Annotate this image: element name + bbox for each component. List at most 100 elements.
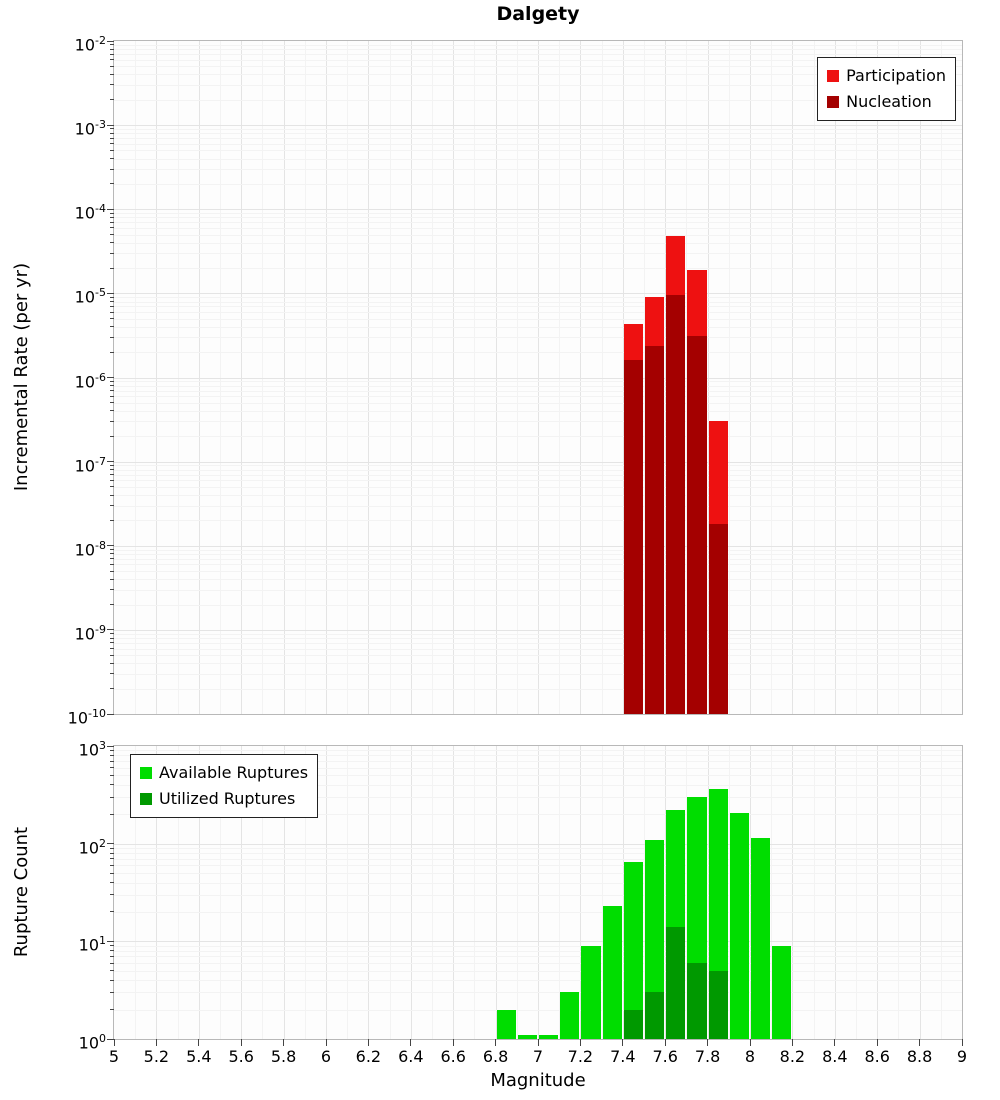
gridline-v: [898, 746, 900, 1039]
x-tick-label: 8: [744, 1047, 756, 1066]
gridline-v: [538, 746, 539, 1039]
y-tick-label: 102: [78, 836, 106, 857]
gridline-h-minor: [114, 495, 962, 497]
gridline-h-minor: [114, 318, 962, 320]
y-minor-tick: [110, 774, 114, 776]
x-tick-label: 6.2: [355, 1047, 382, 1066]
gridline-h-minor: [114, 158, 962, 160]
legend-label-participation: Participation: [846, 66, 946, 85]
gridline-v: [707, 746, 709, 1039]
available-ruptures-bar: [517, 1035, 537, 1039]
gridline-h-minor: [114, 326, 962, 328]
y-tick-label: 10-10: [67, 707, 106, 728]
utilized-ruptures-bar: [687, 963, 707, 1039]
y-minor-tick: [110, 143, 114, 145]
gridline-h-minor: [114, 604, 962, 606]
gridline-h-minor: [114, 648, 962, 650]
utilized-ruptures-bar: [645, 992, 665, 1039]
y-tick-label: 100: [78, 1032, 106, 1053]
gridline-h-minor: [114, 970, 962, 972]
y-minor-tick: [110, 642, 114, 644]
gridline-h-minor: [114, 1009, 962, 1011]
y-minor-tick: [110, 216, 114, 218]
gridline-v: [750, 746, 751, 1039]
y-major-tick: [107, 461, 114, 463]
count-y-axis-label: Rupture Count: [11, 826, 32, 958]
nucleation-bar: [623, 360, 643, 714]
available-ruptures-bar: [623, 861, 643, 1039]
gridline-h-minor: [114, 253, 962, 255]
x-tick-label: 7.4: [610, 1047, 636, 1066]
y-minor-tick: [110, 301, 114, 303]
gridline-h-minor: [114, 227, 962, 229]
gridline-v: [940, 746, 942, 1039]
y-minor-tick: [110, 749, 114, 751]
y-minor-tick: [110, 847, 114, 849]
available-ruptures-bar: [560, 992, 580, 1039]
gridline-v: [241, 746, 243, 1039]
count-legend: Available Ruptures Utilized Ruptures: [130, 754, 319, 818]
gridline-v: [453, 746, 455, 1039]
y-minor-tick: [110, 882, 114, 884]
gridline-h-minor: [114, 217, 962, 219]
y-minor-tick: [110, 296, 114, 298]
gridline-v: [834, 746, 836, 1039]
nucleation-swatch-icon: [827, 96, 840, 108]
x-tick-label: 6: [320, 1047, 332, 1066]
y-minor-tick: [110, 221, 114, 223]
gridline-v: [516, 746, 518, 1039]
gridline-v: [665, 746, 667, 1039]
gridline-v: [389, 746, 391, 1039]
y-minor-tick: [110, 1009, 114, 1011]
y-minor-tick: [110, 469, 114, 471]
gridline-v: [495, 746, 497, 1039]
x-axis-label: Magnitude: [490, 1070, 586, 1091]
gridline-h-minor: [114, 638, 962, 640]
gridline-h-minor: [114, 775, 962, 777]
gridline-h-minor: [114, 571, 962, 573]
x-tick-label: 6.8: [482, 1047, 509, 1066]
y-minor-tick: [110, 654, 114, 656]
gridline-h-minor: [114, 549, 962, 551]
y-minor-tick: [110, 872, 114, 874]
y-tick-label: 10-5: [74, 286, 106, 307]
chart-title: Dalgety: [496, 3, 580, 25]
x-tick: [452, 1039, 454, 1046]
y-minor-tick: [110, 158, 114, 160]
x-tick-label: 7.2: [567, 1047, 594, 1066]
y-tick-label: 10-8: [74, 538, 106, 560]
gridline-v: [198, 746, 200, 1039]
x-tick-label: 8.4: [822, 1047, 848, 1066]
gridline-v: [601, 746, 603, 1039]
x-tick-label: 5: [108, 1047, 120, 1066]
gridline-h-minor: [114, 950, 962, 952]
gridline-h-minor: [114, 480, 962, 482]
y-minor-tick: [110, 673, 114, 675]
y-minor-tick: [110, 633, 114, 635]
y-minor-tick: [110, 137, 114, 139]
gridline-v: [304, 746, 306, 1039]
gridline-h-minor: [114, 128, 962, 130]
gridline-v: [347, 746, 349, 1039]
y-major-tick: [107, 208, 114, 210]
x-tick: [198, 1039, 200, 1046]
gridline-h-minor: [114, 312, 962, 314]
gridline-v: [262, 746, 264, 1039]
x-tick-label: 6.6: [440, 1047, 466, 1066]
rate-legend: Participation Nucleation: [817, 57, 956, 121]
y-major-tick: [107, 940, 114, 942]
gridline-h-minor: [114, 465, 962, 467]
gridline-h-minor: [114, 688, 962, 690]
rupture-count-plot: Available Ruptures Utilized Ruptures 103…: [79, 739, 967, 1066]
y-major-tick: [107, 629, 114, 631]
gridline-h-minor: [114, 853, 962, 855]
y-minor-tick: [110, 474, 114, 476]
gridline-h-minor: [114, 784, 962, 786]
y-tick-label: 103: [78, 739, 106, 760]
gridline-h-minor: [114, 865, 962, 867]
gridline-h-minor: [114, 297, 962, 299]
y-minor-tick: [110, 494, 114, 496]
gridline-h-minor: [114, 992, 962, 994]
y-minor-tick: [110, 410, 114, 412]
gridline-v: [728, 746, 730, 1039]
